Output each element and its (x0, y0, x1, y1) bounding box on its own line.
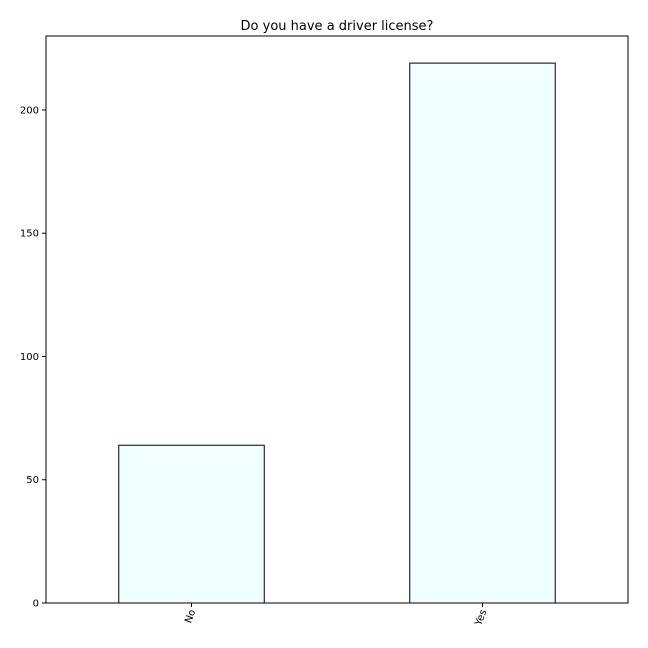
y-tick-label: 50 (26, 475, 39, 486)
bars-group (118, 62, 556, 604)
y-tick-label: 200 (20, 105, 39, 116)
plot-area-frame (45, 35, 629, 604)
x-tick-label-yes: Yes (473, 608, 489, 628)
bar-no (118, 444, 265, 604)
bar-yes (409, 62, 556, 604)
x-axis: No Yes (183, 603, 489, 628)
y-tick-label: 0 (33, 599, 39, 610)
x-tick-label-no: No (183, 608, 198, 625)
y-axis: 0 50 100 150 200 (20, 105, 46, 610)
y-tick-label: 150 (20, 229, 39, 240)
y-tick-label: 100 (20, 352, 39, 363)
chart-title: Do you have a driver license? (241, 19, 434, 34)
